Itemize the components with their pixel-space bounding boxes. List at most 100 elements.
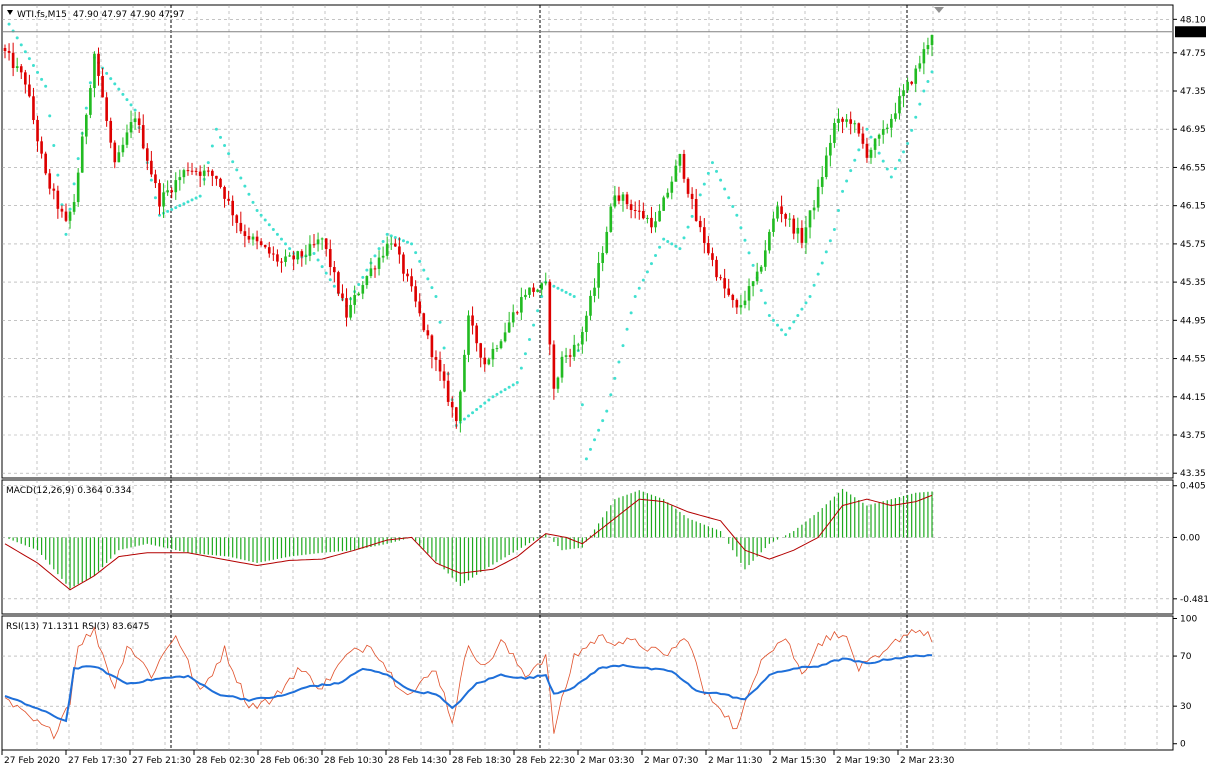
sar-dot xyxy=(645,270,649,274)
candle-body xyxy=(727,288,731,295)
candle-body xyxy=(503,332,507,342)
candle-body xyxy=(267,247,271,254)
sar-dot xyxy=(129,103,133,107)
candle-body xyxy=(223,187,226,199)
sar-dot xyxy=(536,309,540,313)
candle-body xyxy=(129,122,133,133)
candle-body xyxy=(300,251,304,257)
sar-dot xyxy=(914,115,918,119)
candle-body xyxy=(515,312,519,314)
sar-dot xyxy=(88,81,92,85)
candle-body xyxy=(259,241,263,245)
sar-dot xyxy=(568,292,572,296)
chart-shift-marker-icon[interactable] xyxy=(934,7,944,13)
candle-body xyxy=(68,211,72,221)
candle-body xyxy=(861,133,865,144)
candle-body xyxy=(556,377,560,389)
macd-pane-header: MACD(12,26,9) 0.364 0.334 xyxy=(6,486,132,496)
candle-body xyxy=(857,123,861,134)
candle-body xyxy=(145,148,149,161)
candle-body xyxy=(885,127,889,129)
candle-body xyxy=(682,153,686,179)
sar-dot xyxy=(133,108,137,112)
sar-dot xyxy=(836,208,840,212)
candle-body xyxy=(662,197,665,211)
time-tick-label: 27 Feb 2020 xyxy=(4,756,60,766)
sar-dot xyxy=(820,261,824,265)
sar-dot xyxy=(527,337,531,341)
candle-body xyxy=(617,195,621,201)
current-price-label: 47.97 xyxy=(1177,28,1205,38)
time-tick-label: 28 Feb 10:30 xyxy=(324,756,383,766)
candle-body xyxy=(747,286,751,301)
candle-body xyxy=(670,181,674,193)
price-tick-label: 44.15 xyxy=(1180,393,1206,403)
macd-histogram-series xyxy=(8,488,933,589)
candle-body xyxy=(703,227,706,243)
candle-body xyxy=(227,198,230,201)
sar-dot xyxy=(178,204,182,208)
sar-dot xyxy=(580,403,584,407)
candle-body xyxy=(52,188,56,191)
price-tick-label: 45.35 xyxy=(1180,278,1206,288)
sar-dot xyxy=(885,167,889,171)
candle-body xyxy=(377,257,381,269)
candle-body xyxy=(211,170,214,176)
sar-dot xyxy=(40,77,44,81)
symbol-dropdown-icon[interactable] xyxy=(7,10,13,15)
candle-body xyxy=(568,355,572,357)
candle-body xyxy=(430,335,434,358)
price-tick-label: 48.10 xyxy=(1180,15,1206,25)
candle-body xyxy=(402,254,405,274)
candle-body xyxy=(186,170,190,172)
rsi-tick-label: 30 xyxy=(1180,702,1192,712)
price-tick-label: 46.95 xyxy=(1180,125,1206,135)
sar-dot xyxy=(824,250,828,254)
sar-dot xyxy=(853,158,857,162)
candle-body xyxy=(276,254,279,262)
sar-dot xyxy=(471,411,475,415)
sar-dot xyxy=(312,251,316,255)
sar-dot xyxy=(930,70,934,74)
sar-dot xyxy=(210,144,214,148)
candle-body xyxy=(263,244,267,248)
candle-body xyxy=(723,278,726,289)
candle-body xyxy=(536,289,539,292)
sar-dot xyxy=(593,438,597,442)
sar-dot xyxy=(621,344,625,348)
sar-dot xyxy=(401,239,405,243)
sar-dot xyxy=(723,187,727,191)
macd-tick-label: -0.481 xyxy=(1180,595,1209,605)
candle-body xyxy=(44,153,47,174)
candle-body xyxy=(7,50,11,53)
price-tick-label: 46.55 xyxy=(1180,163,1206,173)
sar-dot xyxy=(800,307,804,311)
sar-dot xyxy=(410,242,414,246)
candle-body xyxy=(711,253,714,260)
time-tick-label: 27 Feb 21:30 xyxy=(132,756,191,766)
sar-dot xyxy=(731,204,735,208)
sar-dot xyxy=(788,326,792,330)
candle-body xyxy=(389,243,393,245)
sar-dot xyxy=(666,240,670,243)
candle-body xyxy=(524,294,527,298)
candle-body xyxy=(137,118,141,126)
candle-body xyxy=(548,281,552,345)
sar-dot xyxy=(678,247,682,251)
sar-dot xyxy=(601,419,605,423)
sar-dot xyxy=(804,301,808,305)
candle-body xyxy=(357,293,361,296)
sar-dot xyxy=(332,284,336,288)
sar-dot xyxy=(609,393,613,397)
sar-dot xyxy=(27,57,31,61)
sar-dot xyxy=(198,194,202,198)
sar-dot xyxy=(109,77,113,81)
candle-body xyxy=(182,170,186,178)
sar-dot xyxy=(877,151,881,155)
ohlc-label: 47.90 47.97 47.90 47.97 xyxy=(73,10,185,20)
sar-dot xyxy=(430,286,434,290)
candle-body xyxy=(739,305,743,308)
rsi3-line xyxy=(4,626,933,740)
sar-dot xyxy=(649,262,653,266)
sar-dot xyxy=(243,184,247,188)
